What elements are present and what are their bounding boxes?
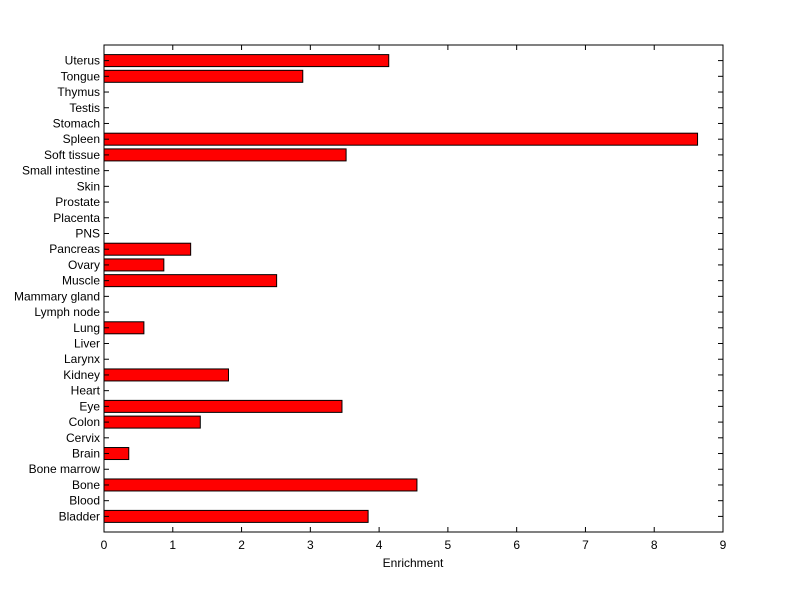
x-tick-label: 1	[169, 538, 176, 552]
y-tick-label: Pancreas	[49, 242, 100, 256]
axes-box	[103, 44, 724, 533]
bar-colon	[103, 415, 201, 429]
bars-group	[103, 54, 699, 523]
y-tick-label: Bone marrow	[29, 462, 101, 476]
bar-lung	[103, 321, 145, 335]
bar-bladder	[103, 509, 369, 523]
y-tick-label: Colon	[69, 415, 100, 429]
x-tick-label: 7	[582, 538, 589, 552]
bar-soft-tissue	[103, 148, 347, 162]
y-tick-label: Cervix	[66, 431, 100, 445]
x-tick-label: 3	[307, 538, 314, 552]
x-tick-label: 9	[720, 538, 727, 552]
y-tick-label: Blood	[69, 494, 100, 508]
y-tick-label: Placenta	[53, 211, 100, 225]
y-tick-label: Heart	[71, 384, 101, 398]
x-tick-label: 4	[376, 538, 383, 552]
y-tick-label: Brain	[72, 447, 100, 461]
y-tick-label: Ovary	[68, 258, 100, 272]
bar-pancreas	[103, 242, 192, 256]
bar-kidney	[103, 368, 229, 382]
ticks-group	[103, 45, 724, 532]
y-tick-label: Bone	[72, 478, 100, 492]
y-tick-label: Small intestine	[22, 164, 100, 178]
bar-ovary	[103, 258, 165, 272]
y-tick-label: Mammary gland	[14, 289, 100, 303]
y-tick-label: Prostate	[55, 195, 100, 209]
bar-bone	[103, 478, 418, 492]
y-tick-label: Kidney	[63, 368, 100, 382]
x-tick-label: 2	[238, 538, 245, 552]
y-tick-label: Skin	[77, 179, 100, 193]
y-tick-label: Liver	[74, 337, 100, 351]
x-tick-label: 8	[651, 538, 658, 552]
y-tick-label: Tongue	[61, 69, 101, 83]
y-tick-label: Uterus	[65, 54, 100, 68]
y-tick-label: Bladder	[59, 509, 100, 523]
y-tick-label: Eye	[79, 399, 100, 413]
y-tick-label: Thymus	[57, 85, 100, 99]
y-tick-label: Muscle	[62, 274, 100, 288]
bar-uterus	[103, 54, 390, 68]
bar-eye	[103, 399, 343, 413]
y-tick-label: Testis	[69, 101, 100, 115]
y-tick-label: Lymph node	[34, 305, 100, 319]
bar-tongue	[103, 69, 304, 83]
y-tick-label: Larynx	[64, 352, 100, 366]
y-tick-label: PNS	[75, 226, 100, 240]
x-tick-label: 5	[445, 538, 452, 552]
x-tick-label: 6	[513, 538, 520, 552]
x-tick-label: 0	[101, 538, 108, 552]
y-tick-label: Spleen	[63, 132, 100, 146]
x-tick-labels: 0 1 2 3 4 5 6 7 8 9	[101, 538, 727, 552]
y-tick-label: Lung	[73, 321, 100, 335]
y-tick-label: Soft tissue	[44, 148, 100, 162]
y-tick-label: Stomach	[53, 116, 100, 130]
bar-muscle	[103, 274, 278, 288]
bar-spleen	[103, 132, 699, 146]
x-axis-label: Enrichment	[383, 556, 444, 570]
